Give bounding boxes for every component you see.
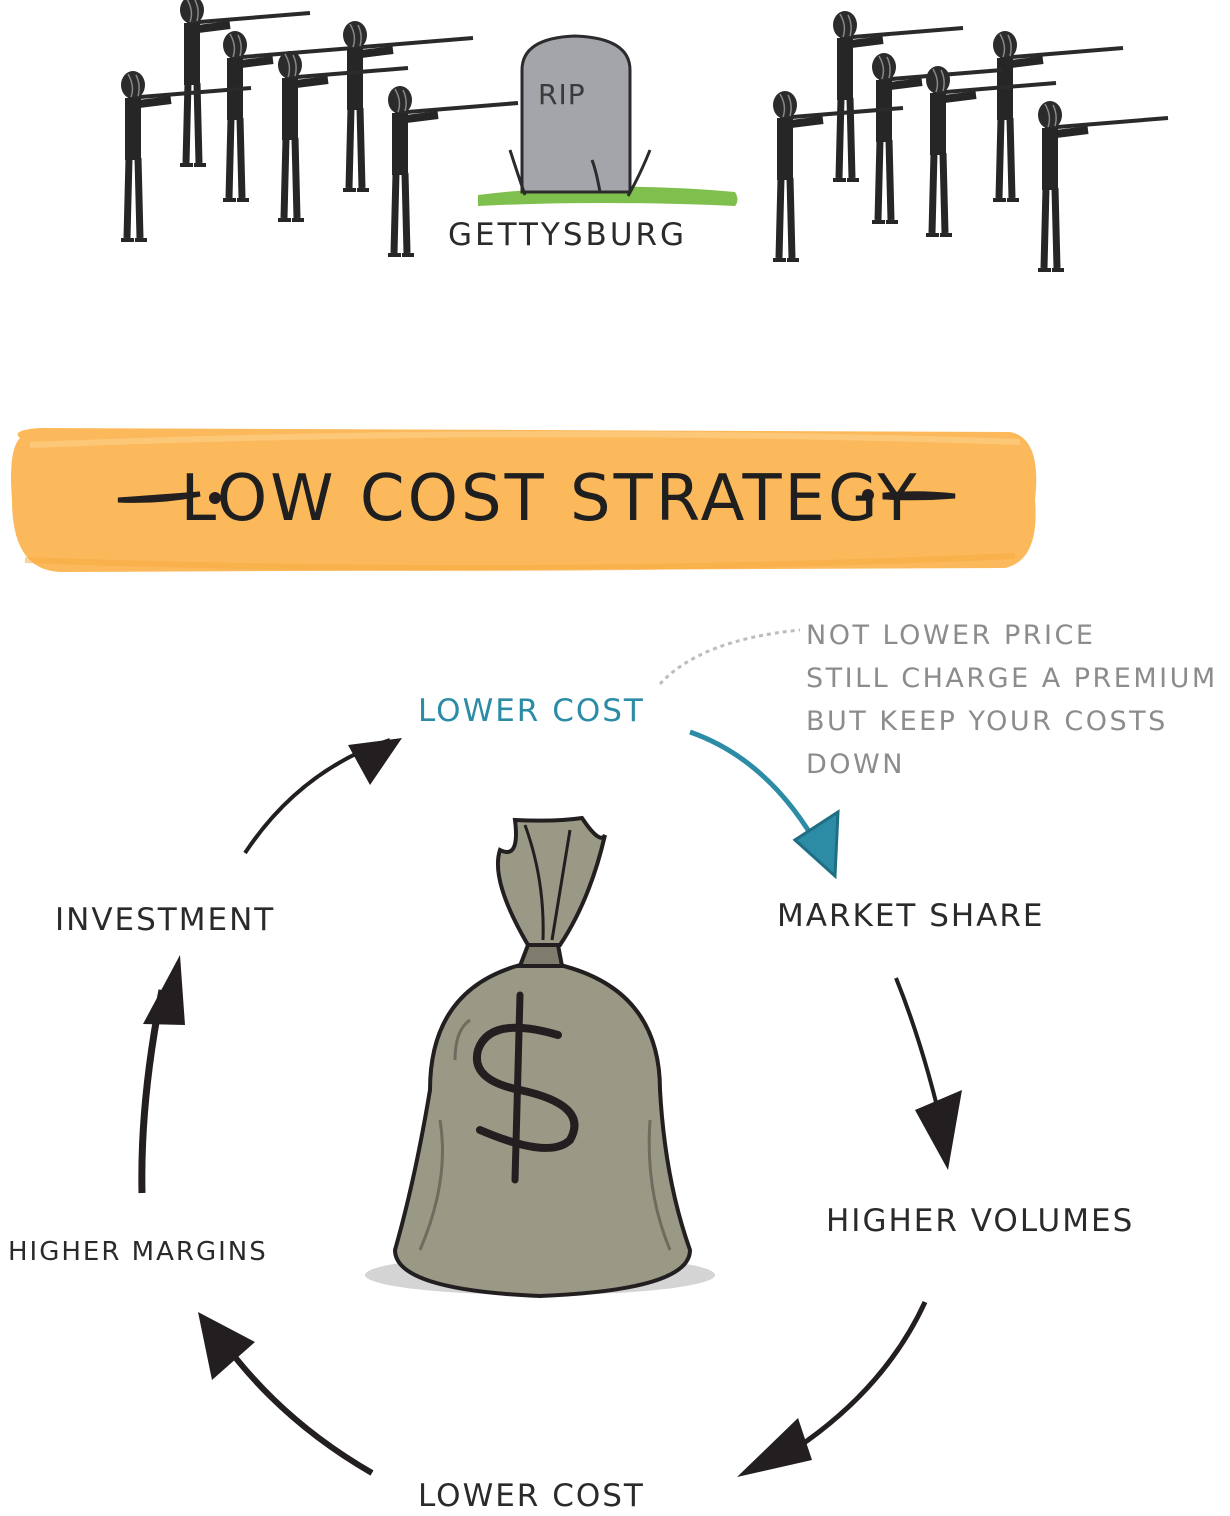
cycle-node-market-share: MARKET SHARE — [777, 898, 1045, 934]
tombstone-icon — [478, 34, 738, 206]
cycle-node-higher-volumes: HIGHER VOLUMES — [826, 1203, 1135, 1239]
note-line: STILL CHARGE A PREMIUM — [806, 663, 1218, 694]
note-line: DOWN — [806, 749, 905, 780]
note-line: NOT LOWER PRICE — [806, 620, 1096, 651]
cycle-node-lower-cost-bottom: LOWER COST — [418, 1478, 645, 1514]
banner-title: LOW COST STRATEGY — [180, 462, 920, 536]
ornament-right-icon — [862, 489, 956, 501]
tombstone-text: RIP — [538, 78, 586, 111]
cycle-node-lower-cost-top: LOWER COST — [418, 693, 645, 729]
arrow-margins-to-investment-icon — [138, 955, 185, 1194]
arrow-volumes-to-lower-cost-icon — [737, 1300, 928, 1477]
note-line: BUT KEEP YOUR COSTS — [806, 706, 1168, 737]
money-bag-icon — [365, 815, 715, 1299]
ornament-left-icon — [117, 491, 221, 504]
cycle-node-higher-margins: HIGHER MARGINS — [8, 1237, 268, 1267]
arrow-market-share-to-volumes-icon — [894, 977, 962, 1170]
note-text: NOT LOWER PRICE STILL CHARGE A PREMIUM B… — [806, 614, 1218, 786]
arrow-top-to-market-share-icon — [689, 729, 840, 880]
place-label: GETTYSBURG — [448, 217, 688, 253]
arrow-lower-cost-to-margins-icon — [198, 1312, 374, 1476]
cycle-node-investment: INVESTMENT — [55, 902, 276, 938]
arrow-investment-to-lower-cost-icon — [243, 738, 402, 855]
